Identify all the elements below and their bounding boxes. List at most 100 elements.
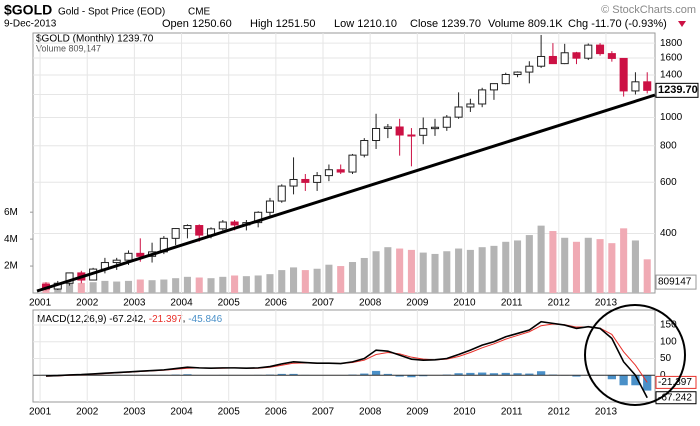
volume-tick-label: 6M: [4, 207, 18, 218]
x-tick-label: 2005: [218, 407, 241, 418]
x-tick-label: 2012: [548, 407, 571, 418]
x-tick-label: 2002: [76, 407, 99, 418]
candle-body: [266, 201, 273, 212]
x-tick-label: 2003: [123, 298, 146, 309]
x-tick-label: 2004: [170, 407, 193, 418]
candle-body: [373, 128, 380, 140]
candle-body: [608, 54, 615, 59]
volume-bar: [349, 262, 356, 293]
volume-bar: [243, 276, 250, 293]
x-tick-label: 2010: [453, 298, 476, 309]
exchange: CME: [188, 7, 211, 18]
volume-bar: [467, 250, 474, 293]
volume: Volume 809.1K: [488, 18, 563, 30]
date: 9-Dec-2013: [4, 19, 57, 30]
volume-bar: [408, 250, 415, 293]
x-tick-label: 2008: [359, 298, 382, 309]
volume-bar: [113, 282, 120, 293]
y-tick-label: 1000: [660, 112, 683, 123]
histogram-bar: [620, 375, 628, 385]
candle-body: [219, 222, 226, 229]
macd-line: [46, 324, 647, 382]
x-tick-label: 2011: [501, 407, 523, 418]
histogram-bar: [608, 375, 616, 379]
volume-bar: [420, 253, 427, 293]
volume-bar: [632, 240, 639, 293]
candle-body: [384, 127, 391, 129]
x-tick-label: 2007: [312, 298, 335, 309]
symbol: $GOLD: [4, 2, 52, 18]
volume-bar: [538, 226, 545, 293]
volume-tick-label: 2M: [4, 261, 18, 272]
x-tick-label: 2009: [406, 298, 429, 309]
volume-bar: [620, 228, 627, 293]
x-tick-label: 2007: [312, 407, 335, 418]
y-tick-label: 800: [660, 140, 677, 151]
y-tick-label: 600: [660, 177, 677, 188]
volume-bar: [90, 282, 97, 293]
x-tick-label: 2003: [123, 407, 146, 418]
x-tick-label: 2006: [265, 298, 288, 309]
volume-bar: [384, 247, 391, 293]
volume-bar: [302, 270, 309, 293]
volume-tick-label: 4M: [4, 234, 18, 245]
volume-bar: [219, 277, 226, 293]
y-tick-label: 1800: [660, 38, 683, 49]
x-tick-label: 2009: [406, 407, 429, 418]
candle-body: [538, 56, 545, 66]
candle-body: [455, 107, 462, 117]
volume-bar: [455, 249, 462, 293]
x-tick-label: 2001: [29, 298, 52, 309]
volume-bar: [396, 249, 403, 293]
candle-body: [561, 53, 568, 64]
volume-bar: [526, 235, 533, 293]
x-tick-label: 2002: [76, 298, 99, 309]
x-tick-label: 2013: [595, 298, 618, 309]
hist-value: -45.846: [188, 314, 222, 325]
candle-body: [632, 82, 639, 91]
histogram-bar: [537, 371, 545, 375]
candle-body: [549, 56, 556, 63]
macd-line: [46, 322, 647, 398]
volume-bar: [361, 258, 368, 293]
volume-bar: [137, 280, 144, 293]
volume-bar: [184, 277, 191, 293]
volume-bar: [502, 242, 509, 293]
y-tick-label: 100: [660, 336, 677, 347]
macd-value: -67.242: [109, 314, 143, 325]
x-tick-label: 2001: [29, 407, 52, 418]
y-tick-label: 1600: [660, 53, 683, 64]
candle-body: [361, 141, 368, 156]
volume-bar: [207, 278, 214, 293]
instrument-name: Gold - Spot Price (EOD): [58, 7, 165, 18]
x-tick-label: 2006: [265, 407, 288, 418]
candle-body: [467, 104, 474, 107]
candle-body: [443, 117, 450, 127]
y-tick-label: 1400: [660, 70, 683, 81]
plot-layer: 400600800100012001400160018002M4M6M20012…: [4, 33, 698, 418]
candle-body: [137, 253, 144, 256]
close: Close 1239.70: [410, 18, 481, 30]
volume-bar: [644, 259, 651, 293]
volume-bar: [479, 247, 486, 293]
volume-bar: [78, 283, 85, 293]
candle-body: [644, 82, 651, 91]
candle-body: [585, 45, 592, 58]
candle-body: [349, 155, 356, 172]
candle-body: [620, 58, 627, 90]
volume-bar: [443, 251, 450, 293]
candle-body: [278, 186, 285, 201]
open: Open 1250.60: [162, 18, 232, 30]
volume-bar: [266, 274, 273, 293]
candle-body: [479, 90, 486, 104]
candle-body: [431, 127, 438, 128]
down-arrow: [678, 21, 686, 27]
macd-legend: MACD(12,26,9) -67.242, -21.397, -45.846: [37, 314, 223, 325]
last-volume-label: 809147: [658, 277, 692, 288]
change: Chg -11.70 (-0.93%): [568, 18, 667, 30]
low: Low 1210.10: [334, 18, 397, 30]
candle-body: [325, 170, 332, 176]
candle-body: [196, 226, 203, 236]
volume-bar: [172, 278, 179, 293]
